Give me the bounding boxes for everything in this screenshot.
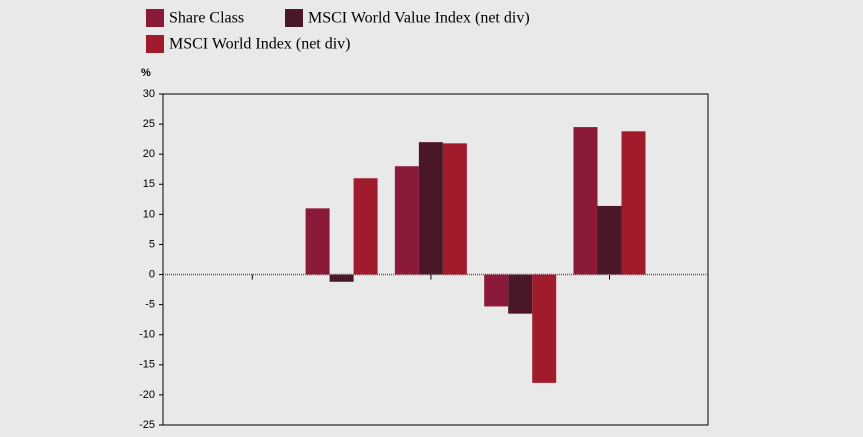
legend-swatch bbox=[285, 9, 303, 27]
y-axis-label: % bbox=[141, 67, 151, 79]
bar bbox=[573, 127, 598, 275]
bar bbox=[418, 142, 443, 275]
bar bbox=[597, 205, 622, 275]
legend-label: Share Class bbox=[169, 10, 244, 27]
bar bbox=[394, 166, 419, 275]
y-tick-label: -15 bbox=[139, 359, 155, 371]
y-tick-label: 5 bbox=[149, 238, 155, 250]
legend-swatch bbox=[146, 35, 164, 53]
y-tick-label: -5 bbox=[145, 299, 155, 311]
y-tick-label: -10 bbox=[139, 329, 155, 341]
legend-label: MSCI World Value Index (net div) bbox=[308, 10, 530, 27]
y-tick-label: 20 bbox=[143, 148, 155, 160]
y-tick-label: 30 bbox=[143, 88, 155, 100]
y-tick-label: 25 bbox=[143, 118, 155, 130]
legend-swatch bbox=[146, 9, 164, 27]
legend-label: MSCI World Index (net div) bbox=[169, 36, 351, 53]
bar bbox=[621, 131, 646, 275]
bar bbox=[442, 143, 467, 275]
bar bbox=[508, 274, 533, 314]
bar bbox=[305, 208, 330, 275]
y-tick-label: -25 bbox=[139, 419, 155, 431]
y-tick-label: 0 bbox=[149, 268, 155, 280]
bar bbox=[484, 274, 509, 307]
bar bbox=[329, 274, 354, 282]
bar bbox=[532, 274, 557, 383]
y-tick-label: 10 bbox=[143, 208, 155, 220]
y-tick-label: 15 bbox=[143, 178, 155, 190]
bar bbox=[353, 178, 378, 275]
y-tick-label: -20 bbox=[139, 389, 155, 401]
